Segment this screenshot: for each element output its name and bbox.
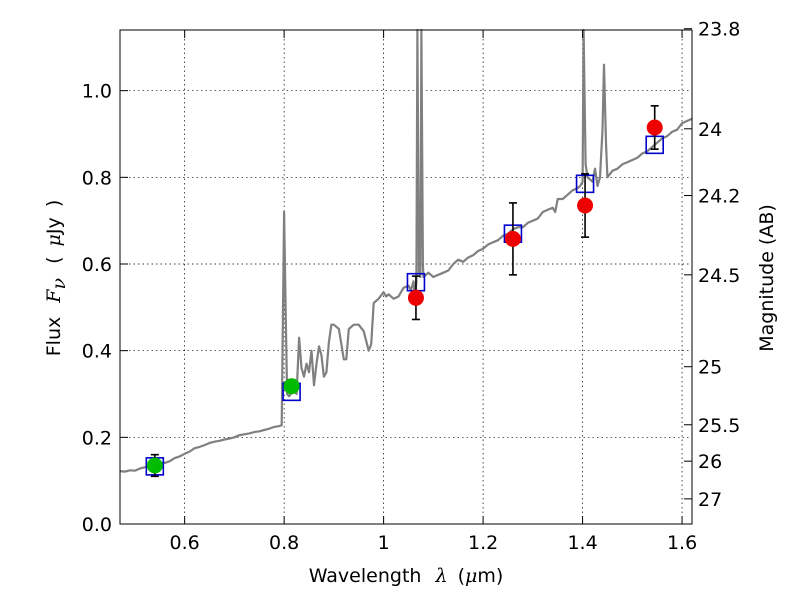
y2-tick-label: 25: [698, 357, 722, 379]
y2-tick-label: 24.5: [698, 265, 740, 287]
x-axis-label-symbol: λ: [434, 565, 447, 587]
x-tick-label: 1.6: [667, 532, 697, 554]
observed-photometry-series: [146, 119, 663, 474]
y-tick-label: 0.4: [82, 341, 112, 363]
y-axis-label: Flux Fν ( μJy ): [43, 200, 70, 357]
x-axis-label-unit-rest: m): [477, 565, 503, 587]
y2-tick-label: 27: [698, 489, 722, 511]
model-spectrum-series: [119, 28, 693, 473]
y-axis-label-symbol: F: [43, 289, 65, 304]
y-tick-label: 0.6: [82, 254, 112, 276]
y-tick-label: 0.0: [82, 514, 112, 536]
y-tick-label: 0.2: [82, 427, 112, 449]
ticks: [120, 28, 692, 525]
y-axis-label-unit-close: ): [43, 200, 65, 207]
observed-point: [407, 289, 424, 306]
model-spectrum-line: [119, 28, 693, 473]
x-axis-label: Wavelength λ (μm): [309, 565, 504, 587]
y2-tick-label: 26: [698, 451, 722, 473]
y-tick-label: 1.0: [82, 81, 112, 103]
x-tick-label: 1.2: [468, 532, 498, 554]
y-axis-label-text: Flux: [43, 317, 65, 357]
x-tick-label: 1.4: [567, 532, 597, 554]
observed-point: [504, 230, 521, 247]
x-axis-label-text: Wavelength: [309, 565, 422, 587]
observed-point: [146, 457, 163, 474]
tick-labels: 0.6 0.8 1 1.2 1.4 1.6 0.0 0.2 0.4 0.6 0.8 1.0 23.8 24…: [82, 19, 741, 554]
y-axis-label-unit-open: (: [43, 256, 65, 263]
observed-point: [577, 197, 594, 214]
y-axis-label-subscript: ν: [48, 278, 70, 290]
y-axis-label-unit-rest: Jy: [43, 217, 65, 235]
x-tick-label: 1: [378, 532, 390, 554]
x-tick-label: 0.8: [269, 532, 299, 554]
observed-point: [646, 119, 663, 136]
plot-frame: [119, 29, 693, 525]
y-tick-label: 0.8: [82, 167, 112, 189]
x-axis-label-unit-open: (: [458, 565, 465, 587]
x-axis-label-unit-mu: μ: [465, 565, 477, 587]
observed-point: [283, 378, 300, 395]
y2-tick-label: 23.8: [698, 19, 740, 41]
y2-tick-label: 24: [698, 119, 722, 141]
y2-axis-label: Magnitude (AB): [756, 204, 778, 352]
y2-tick-label: 25.5: [698, 415, 740, 437]
x-tick-label: 0.6: [170, 532, 200, 554]
y2-tick-label: 24.2: [698, 186, 740, 208]
y-axis-label-unit-mu: μ: [43, 234, 65, 246]
grid: [120, 30, 692, 525]
